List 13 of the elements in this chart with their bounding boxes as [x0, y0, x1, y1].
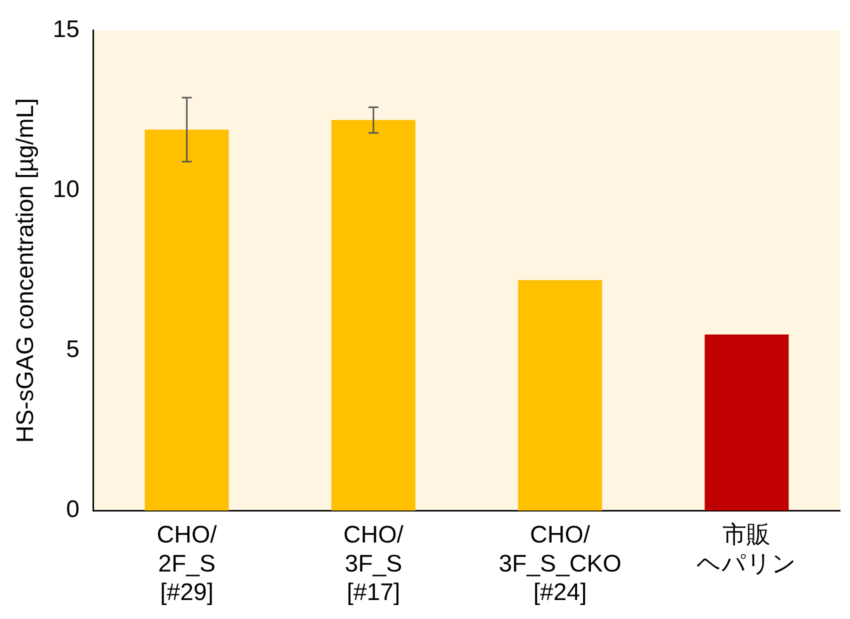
bar	[704, 334, 789, 511]
x-tick-label: CHO/ 3F_S [#17]	[343, 522, 404, 606]
x-tick-label: CHO/ 2F_S [#29]	[156, 522, 218, 606]
x-tick-label: CHO/ 3F_S_CKO [#24]	[498, 522, 622, 606]
y-tick-label: 0	[66, 496, 80, 524]
y-tick-label: 5	[66, 336, 80, 364]
bar	[518, 280, 602, 511]
bar	[144, 130, 229, 511]
y-tick-label: 15	[52, 16, 80, 44]
y-tick-label: 10	[52, 176, 80, 204]
x-tick-label: 市販ヘパリン	[696, 522, 797, 578]
y-axis-title: HS-sGAG concentration [µg/mL]	[12, 98, 40, 443]
bar	[331, 120, 416, 511]
